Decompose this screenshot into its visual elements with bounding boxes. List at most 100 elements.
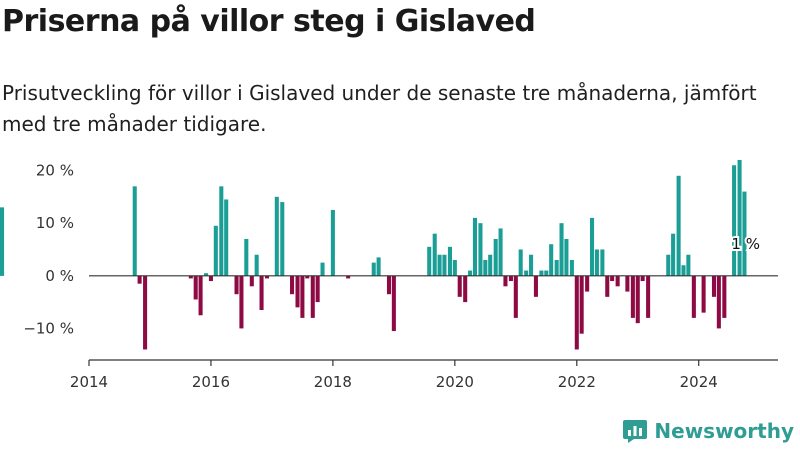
brand-logo: Newsworthy <box>622 418 794 444</box>
bar <box>701 275 706 313</box>
bar <box>737 160 742 276</box>
bar <box>305 275 310 279</box>
x-tick-label: 2020 <box>436 373 474 391</box>
bar <box>468 270 473 276</box>
bar <box>686 254 691 276</box>
bar <box>452 260 457 276</box>
bar <box>579 275 584 334</box>
bar <box>554 260 559 276</box>
bar <box>234 275 239 295</box>
bar <box>594 249 599 276</box>
bar <box>437 254 442 276</box>
bar <box>330 210 335 276</box>
bar <box>280 202 285 276</box>
bar <box>346 275 351 279</box>
bar <box>605 275 610 297</box>
bar <box>676 175 681 276</box>
bar <box>295 275 300 308</box>
x-tick-label: 2024 <box>680 373 718 391</box>
bar <box>300 275 305 318</box>
bar <box>463 275 468 303</box>
bar <box>630 275 635 318</box>
y-tick-label: 20 % <box>36 162 74 180</box>
bar <box>478 223 483 276</box>
bar <box>386 275 392 295</box>
bar <box>615 275 620 287</box>
bar <box>224 199 229 276</box>
bar <box>208 275 213 282</box>
bar <box>590 217 595 276</box>
bar-series <box>0 160 747 350</box>
y-axis: −10 % 0 % 10 % 20 % <box>23 162 74 338</box>
bar <box>513 275 518 318</box>
brand-name: Newsworthy <box>654 419 794 443</box>
bar <box>518 249 523 276</box>
bar <box>376 257 381 276</box>
bar <box>529 254 534 276</box>
bar <box>391 275 396 332</box>
chart-subtitle: Prisutveckling för villor i Gislaved und… <box>2 81 757 136</box>
bar <box>310 275 315 318</box>
bar <box>290 275 295 295</box>
bar <box>574 275 579 350</box>
bar <box>585 275 590 292</box>
bar <box>640 275 645 282</box>
bar <box>274 196 279 276</box>
last-value-label: 1 % <box>731 235 760 253</box>
bar <box>742 191 747 276</box>
bar <box>265 275 270 279</box>
bar <box>0 270 5 276</box>
bar <box>315 275 320 303</box>
bar <box>625 275 630 292</box>
bar <box>722 275 727 318</box>
y-tick-label: 0 % <box>45 267 74 285</box>
bar <box>635 275 640 324</box>
bar <box>204 273 209 276</box>
bar <box>711 275 717 297</box>
bar <box>143 275 148 350</box>
bar <box>320 262 325 276</box>
x-tick-label: 2022 <box>558 373 596 391</box>
bar <box>249 275 254 287</box>
bar <box>544 270 549 276</box>
bar <box>427 246 432 276</box>
bar <box>498 228 503 276</box>
newsworthy-logo-icon <box>623 420 648 443</box>
bar <box>503 275 508 287</box>
x-tick-label: 2014 <box>70 373 108 391</box>
bar <box>239 275 244 329</box>
bar <box>442 254 447 276</box>
bar <box>610 275 615 282</box>
bar <box>646 275 651 318</box>
bar <box>457 275 462 297</box>
bar <box>569 260 574 276</box>
bar <box>244 238 249 276</box>
bar <box>691 275 696 318</box>
bar <box>549 244 554 276</box>
bar <box>0 207 5 276</box>
bar <box>219 186 224 276</box>
bar <box>132 186 137 276</box>
bar <box>447 246 452 276</box>
bar <box>371 262 376 276</box>
bar <box>259 275 264 310</box>
bar <box>533 275 538 297</box>
bar <box>671 233 676 276</box>
bar <box>213 225 218 276</box>
bar <box>432 233 437 276</box>
bar <box>483 260 488 276</box>
bar <box>564 238 569 276</box>
bar <box>716 275 721 329</box>
bar <box>488 254 493 276</box>
x-axis: 2014 2016 2018 2020 2022 2024 <box>70 359 778 391</box>
x-tick-label: 2018 <box>314 373 352 391</box>
x-tick-label: 2016 <box>192 373 230 391</box>
chart-title: Priserna på villor steg i Gislaved <box>2 4 536 39</box>
bar <box>472 217 477 276</box>
y-tick-label: 10 % <box>36 214 74 232</box>
y-tick-label: −10 % <box>23 319 74 337</box>
bar <box>681 265 686 276</box>
bar <box>559 223 564 276</box>
bar <box>539 270 544 276</box>
